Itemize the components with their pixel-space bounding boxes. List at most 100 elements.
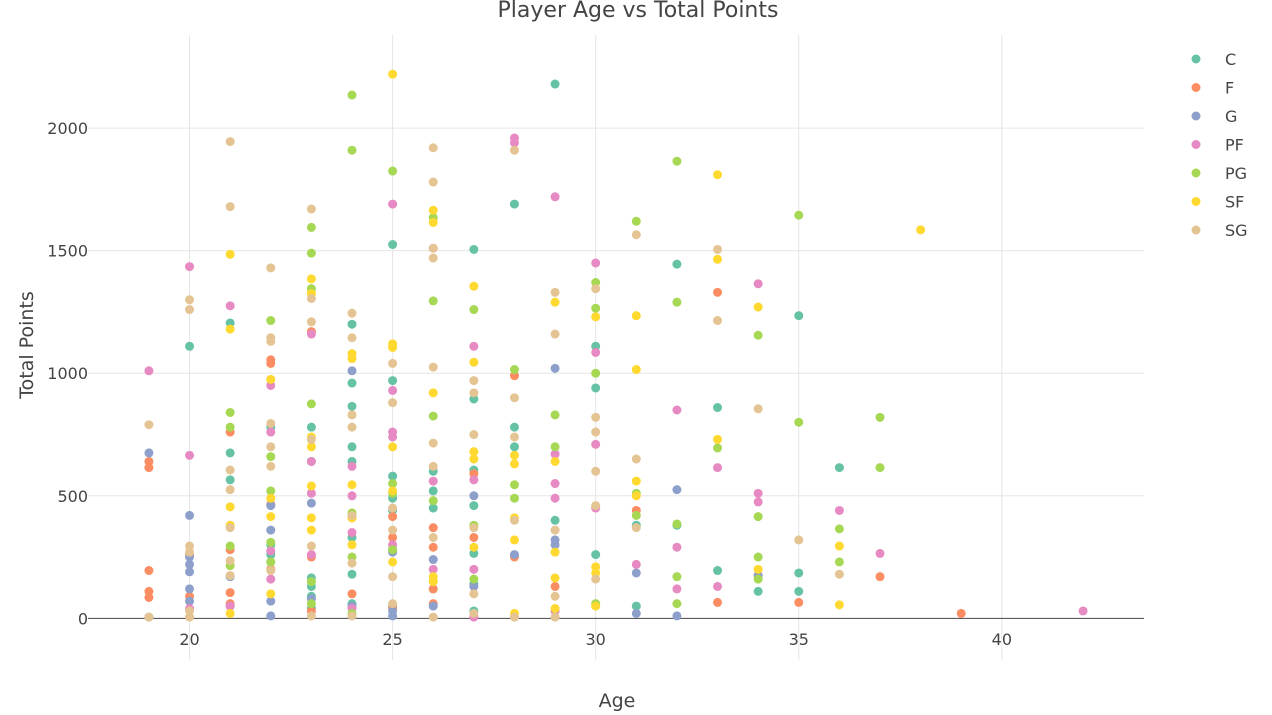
data-point[interactable]	[956, 608, 966, 618]
data-point[interactable]	[266, 427, 276, 437]
data-point[interactable]	[509, 515, 519, 525]
data-point[interactable]	[591, 501, 601, 511]
data-point[interactable]	[185, 612, 195, 622]
data-point[interactable]	[388, 442, 398, 452]
data-point[interactable]	[509, 550, 519, 560]
data-point[interactable]	[388, 503, 398, 513]
data-point[interactable]	[144, 448, 154, 458]
data-point[interactable]	[794, 597, 804, 607]
data-point[interactable]	[591, 347, 601, 357]
data-point[interactable]	[347, 319, 357, 329]
legend-item-f[interactable]: F	[1191, 79, 1235, 98]
data-point[interactable]	[185, 510, 195, 520]
data-point[interactable]	[753, 574, 763, 584]
data-point[interactable]	[713, 566, 723, 576]
data-point[interactable]	[469, 564, 479, 574]
data-point[interactable]	[388, 599, 398, 609]
data-point[interactable]	[550, 329, 560, 339]
data-point[interactable]	[550, 192, 560, 202]
data-point[interactable]	[469, 281, 479, 291]
data-point[interactable]	[428, 612, 438, 622]
data-point[interactable]	[306, 611, 316, 621]
data-point[interactable]	[225, 502, 235, 512]
data-point[interactable]	[266, 442, 276, 452]
data-point[interactable]	[428, 205, 438, 215]
data-point[interactable]	[631, 608, 641, 618]
data-point[interactable]	[428, 243, 438, 253]
data-point[interactable]	[631, 365, 641, 375]
data-point[interactable]	[266, 566, 276, 576]
data-point[interactable]	[631, 601, 641, 611]
data-point[interactable]	[428, 584, 438, 594]
data-point[interactable]	[144, 593, 154, 602]
data-point[interactable]	[834, 557, 844, 567]
data-point[interactable]	[144, 566, 154, 576]
data-point[interactable]	[225, 608, 235, 618]
data-point[interactable]	[347, 90, 357, 100]
data-point[interactable]	[266, 452, 276, 462]
data-point[interactable]	[591, 601, 601, 611]
data-point[interactable]	[388, 471, 398, 481]
data-point[interactable]	[469, 542, 479, 552]
data-point[interactable]	[509, 138, 519, 148]
data-point[interactable]	[225, 249, 235, 259]
data-point[interactable]	[388, 358, 398, 368]
data-point[interactable]	[266, 574, 276, 584]
data-point[interactable]	[306, 525, 316, 535]
data-point[interactable]	[388, 69, 398, 79]
data-point[interactable]	[469, 523, 479, 533]
data-point[interactable]	[185, 262, 195, 272]
legend-item-g[interactable]: G	[1191, 107, 1238, 126]
legend-item-sg[interactable]: SG	[1191, 221, 1248, 240]
data-point[interactable]	[347, 442, 357, 452]
data-point[interactable]	[550, 449, 560, 459]
data-point[interactable]	[509, 365, 519, 375]
data-point[interactable]	[631, 311, 641, 321]
data-point[interactable]	[469, 574, 479, 584]
data-point[interactable]	[591, 368, 601, 378]
data-point[interactable]	[794, 311, 804, 321]
data-point[interactable]	[672, 599, 682, 609]
data-point[interactable]	[266, 537, 276, 547]
data-point[interactable]	[306, 481, 316, 491]
data-point[interactable]	[225, 475, 235, 485]
data-point[interactable]	[347, 333, 357, 343]
data-point[interactable]	[306, 399, 316, 409]
data-point[interactable]	[347, 611, 357, 621]
data-point[interactable]	[713, 581, 723, 591]
data-point[interactable]	[875, 412, 885, 422]
data-point[interactable]	[509, 480, 519, 490]
data-point[interactable]	[834, 463, 844, 473]
data-point[interactable]	[794, 586, 804, 596]
data-point[interactable]	[509, 145, 519, 155]
data-point[interactable]	[306, 204, 316, 214]
data-point[interactable]	[550, 540, 560, 550]
data-point[interactable]	[225, 601, 235, 611]
data-point[interactable]	[469, 341, 479, 351]
data-point[interactable]	[672, 156, 682, 166]
data-point[interactable]	[672, 584, 682, 594]
data-point[interactable]	[469, 454, 479, 464]
data-point[interactable]	[347, 540, 357, 550]
data-point[interactable]	[388, 545, 398, 555]
data-point[interactable]	[550, 297, 560, 307]
data-point[interactable]	[631, 510, 641, 520]
data-point[interactable]	[875, 463, 885, 473]
data-point[interactable]	[185, 559, 195, 569]
data-point[interactable]	[428, 503, 438, 513]
data-point[interactable]	[347, 145, 357, 155]
data-point[interactable]	[225, 448, 235, 458]
data-point[interactable]	[225, 422, 235, 432]
data-point[interactable]	[428, 253, 438, 263]
data-point[interactable]	[794, 568, 804, 578]
data-point[interactable]	[591, 439, 601, 449]
legend-item-c[interactable]: C	[1191, 50, 1237, 69]
data-point[interactable]	[875, 548, 885, 558]
data-point[interactable]	[388, 398, 398, 408]
data-point[interactable]	[266, 546, 276, 556]
data-point[interactable]	[347, 510, 357, 520]
data-point[interactable]	[388, 557, 398, 567]
data-point[interactable]	[672, 611, 682, 621]
data-point[interactable]	[306, 577, 316, 587]
data-point[interactable]	[388, 572, 398, 582]
